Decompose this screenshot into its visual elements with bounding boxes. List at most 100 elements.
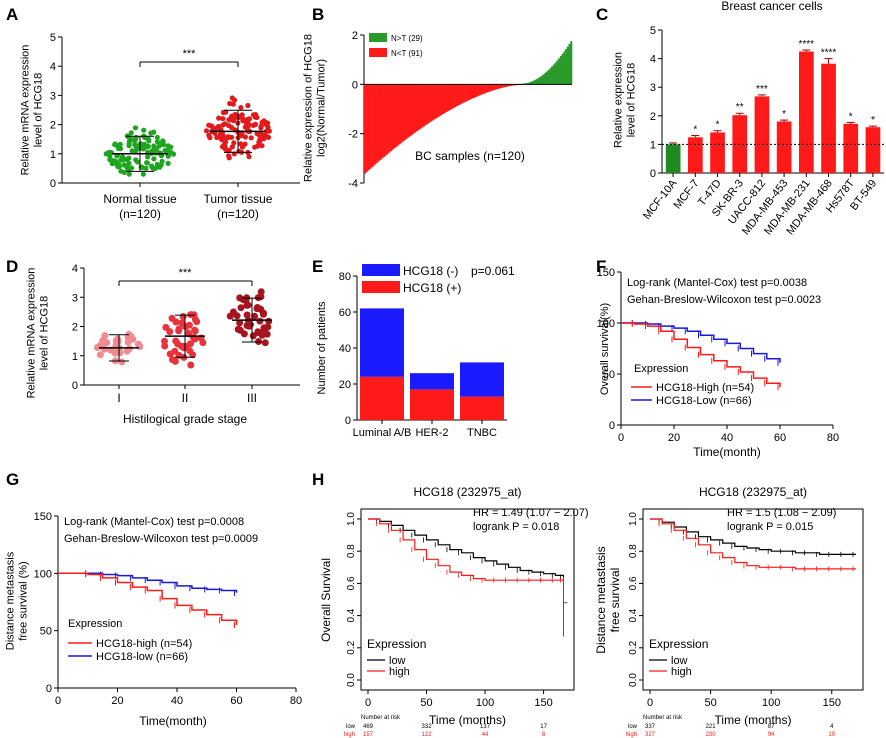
panel-c-star: * <box>693 125 697 136</box>
panel-a-point <box>259 143 265 149</box>
panel-h-1-y-tick-group: 0.2 <box>346 640 357 654</box>
panel-g-x-tick-label: 80 <box>290 695 302 707</box>
panel-b-bar <box>370 84 373 168</box>
panel-b-bar <box>535 79 538 85</box>
panel-d-point <box>257 293 265 301</box>
panel-c-y-tick-label: 2 <box>650 111 656 123</box>
panel-a-group-label: Normal tissue <box>103 192 177 206</box>
panel-h-1-logrank: logrank P = 0.018 <box>473 521 559 533</box>
panel-g-annotation: Gehan-Breslow-Wilcoxon test p=0.0009 <box>64 533 258 545</box>
panel-a-point <box>126 143 132 149</box>
panel-b-bar <box>422 84 425 127</box>
panel-h-2-curve <box>650 518 856 555</box>
panel-b-bar <box>471 84 474 99</box>
panel-a-point <box>227 117 233 123</box>
panel-d-point <box>187 361 195 369</box>
panel-d-point <box>254 328 262 336</box>
panel-a-point <box>138 164 144 170</box>
panel-b-bar <box>436 84 439 118</box>
panel-a-point <box>129 148 135 154</box>
panel-b-bar <box>546 71 549 85</box>
panel-a-y-tick-label: 1 <box>50 149 56 161</box>
panel-d-point <box>237 304 245 312</box>
panel-f-curve <box>621 322 781 388</box>
panel-h-2-risk-high: 230 <box>706 732 717 738</box>
panel-a-point <box>252 121 259 127</box>
panel-a-point <box>222 121 228 127</box>
panel-a-point <box>107 157 113 163</box>
panel-a-point <box>230 101 236 107</box>
panel-b-bar <box>426 84 429 125</box>
panel-e-ylabel-group: Number of patients <box>316 301 328 394</box>
panel-a-point <box>131 137 137 143</box>
panel-h-1-risk-low: 469 <box>363 724 374 730</box>
panel-a-point <box>151 156 157 162</box>
panel-d-point <box>103 339 111 347</box>
panel-d-point <box>251 312 259 320</box>
panel-a-ylabel: level of HCG18 <box>33 73 45 148</box>
panel-c-star: **** <box>821 48 837 59</box>
panel-h-1-risk-high: 157 <box>363 732 374 738</box>
panel-b-bar <box>490 84 493 91</box>
panel-c-star: **** <box>799 39 815 50</box>
panel-b-bar <box>424 84 427 126</box>
panel-a-point <box>203 128 210 134</box>
panel-h-1-curve <box>368 518 565 577</box>
panel-b-bar <box>488 84 491 92</box>
panel-c-bar <box>710 132 725 173</box>
panel-h-1-ylabel: Overall Survival <box>319 558 333 642</box>
panel-c-star: ** <box>736 102 744 113</box>
panel-b-bar <box>383 84 386 157</box>
panel-a-point <box>216 115 222 121</box>
panel-b-bar <box>461 84 464 104</box>
panel-h-1-xlabel: Time (months) <box>429 713 506 727</box>
panel-h-1-y-tick-group: 0.0 <box>346 673 357 687</box>
panel-h-2-legend-label: high <box>671 666 692 678</box>
panel-b-bar <box>552 64 555 85</box>
panel-f-y-tick-label: 50 <box>603 369 615 381</box>
panel-a-point <box>158 152 164 158</box>
panel-h-1-title: HCG18 (232975_at) <box>413 485 521 499</box>
panel-d-point <box>191 327 199 335</box>
panel-a-point <box>154 161 160 168</box>
panel-b-y-tick-label: -4 <box>348 178 358 190</box>
panel-d-point <box>118 358 126 366</box>
panel-b-bar <box>447 84 450 112</box>
panel-h-1-legend-label: low <box>389 655 406 667</box>
panel-e-category-label: HER-2 <box>415 427 448 439</box>
panel-b-bar <box>533 80 536 85</box>
panel-b-bar <box>388 84 391 153</box>
panel-c-y-tick-label: 3 <box>650 82 656 94</box>
panel-f-annotation: Gehan-Breslow-Wilcoxon test p=0.0023 <box>627 294 821 306</box>
panel-b-bar <box>435 84 438 119</box>
panel-f-x-tick-label: 20 <box>668 432 680 444</box>
panel-h-2-y-tick-group: 0.4 <box>628 608 639 622</box>
panel-d-point <box>236 326 244 334</box>
panel-a-y-tick-label: 3 <box>50 90 56 102</box>
panel-h-2-curve <box>650 518 856 570</box>
panel-g-x-tick-label: 40 <box>171 695 183 707</box>
panel-b-bar <box>372 84 375 166</box>
panel-g-legend-label: HCG18-low (n=66) <box>96 651 188 663</box>
panel-d-point <box>178 319 186 327</box>
panel-a-point <box>220 133 226 139</box>
panel-b-bar <box>407 84 410 138</box>
panel-letter-g: G <box>6 470 19 489</box>
panel-h-2-y-tick-group: 1.0 <box>628 512 639 526</box>
panel-b-bar <box>466 84 469 101</box>
panel-a-point <box>242 141 248 147</box>
panel-e-y-tick-label: 20 <box>339 379 351 391</box>
panel-b-bar <box>542 74 545 85</box>
panel-b-bar <box>440 84 443 116</box>
panel-b-ylabel-group: Relative expression of HCG18 log2(Normal/… <box>303 34 328 182</box>
panel-b-bar <box>428 84 431 123</box>
panel-b-bar <box>376 84 379 163</box>
panel-b-bar <box>464 84 467 102</box>
panel-a-point <box>226 155 232 161</box>
panel-h-1-risk-low: 17 <box>540 724 547 730</box>
panel-h-1-y-tick-group: 1.0 <box>346 512 357 526</box>
panel-b-bar <box>497 84 500 89</box>
panel-b-bar <box>549 68 552 85</box>
panel-e-legend-label: HCG18 (+) <box>403 281 461 295</box>
panel-g-y-tick-label: 0 <box>46 683 52 695</box>
